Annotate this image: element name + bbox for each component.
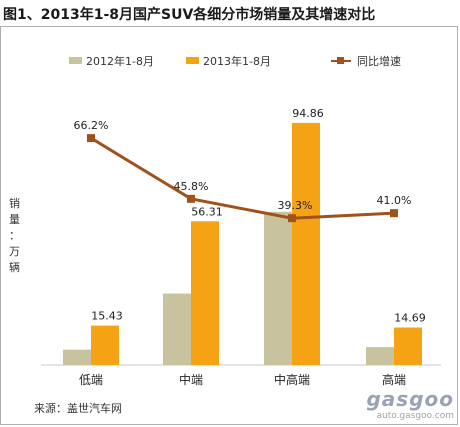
growth-line [90,136,395,220]
growth-value-label-4: 41.0% [377,194,412,207]
bar-value-label-2: 56.31 [191,205,223,218]
legend-label-2013: 2013年1-8月 [203,54,271,68]
y-axis-label-line4: 万 [9,245,20,258]
bar-value-label-4: 14.69 [394,312,426,325]
chart-frame: 2012年1-8月 2013年1-8月 同比增速 销 量 ： 万 辆 低端 中端… [0,26,458,425]
bar-2013-4 [394,327,422,365]
growth-marker-1 [87,134,95,143]
bar-2013-1 [91,325,119,365]
x-tick-label-2: 中端 [179,372,203,387]
bar-2012-2 [163,293,191,365]
x-tick-label-3: 中高端 [274,372,310,387]
y-axis-label-line3: ： [9,229,20,242]
legend: 2012年1-8月 2013年1-8月 同比增速 [69,54,401,68]
source-note: 来源：盖世汽车网 [34,402,122,415]
bar-2013-3 [292,122,320,366]
legend-marker-growth [337,57,344,64]
watermark-logo: gasgoo auto.gasgoo.com [366,387,454,421]
bar-2012-3 [264,211,292,365]
chart-title: 图1、2013年1-8月国产SUV各细分市场销量及其增速对比 [3,7,376,23]
bar-2012-1 [63,349,91,365]
growth-value-label-1: 66.2% [74,119,109,132]
watermark-url: auto.gasgoo.com [376,411,454,421]
chart-canvas: 2012年1-8月 2013年1-8月 同比增速 销 量 ： 万 辆 低端 中端… [9,54,441,387]
legend-label-2012: 2012年1-8月 [86,54,154,68]
y-axis-label-line2: 量 [9,213,20,226]
bar-series-group: 15.43 56.31 94.86 14.69 [63,107,426,366]
bar-2013-2 [191,221,219,365]
growth-line-group: 66.2% 45.8% 39.3% 41.0% [74,119,412,223]
bar-2012-4 [366,347,394,365]
y-axis-label-line5: 辆 [9,260,20,274]
x-axis-labels: 低端 中端 中高端 高端 [79,372,406,387]
x-tick-label-4: 高端 [382,372,406,387]
growth-marker-3 [288,214,296,223]
growth-value-label-3: 39.3% [278,199,313,212]
legend-swatch-2013 [186,57,199,64]
x-tick-label-1: 低端 [79,373,103,387]
legend-label-growth: 同比增速 [357,54,401,68]
y-axis-label-line1: 销 [9,196,20,210]
bar-value-label-1: 15.43 [91,310,123,323]
growth-marker-2 [187,194,195,203]
bar-value-label-3: 94.86 [292,107,324,120]
growth-value-label-2: 45.8% [174,180,209,193]
watermark-brand: gasgoo [366,387,454,411]
y-axis-label: 销 量 ： 万 辆 [9,196,20,274]
growth-marker-4 [390,209,398,218]
legend-swatch-2012 [69,57,82,64]
